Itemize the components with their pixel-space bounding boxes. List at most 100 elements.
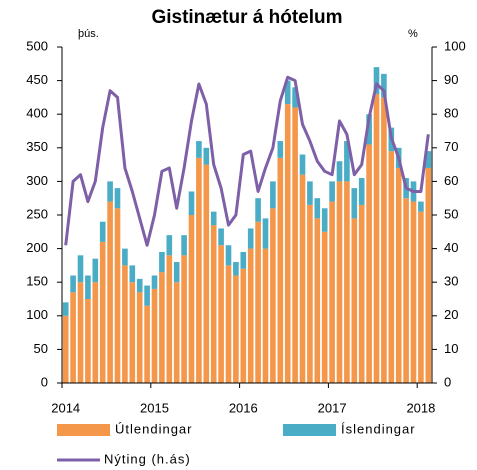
bar <box>395 167 402 383</box>
bar <box>255 198 261 222</box>
bar <box>292 87 298 108</box>
bar <box>196 141 202 158</box>
x-tick-label: 2017 <box>318 400 347 415</box>
y-tick-label: 0 <box>41 374 48 389</box>
y2-tick-label: 100 <box>444 38 466 53</box>
bar <box>151 275 158 289</box>
y-tick-label: 400 <box>26 106 48 121</box>
bar <box>70 275 76 293</box>
bar <box>270 181 276 209</box>
bar <box>247 228 254 249</box>
y-tick-label: 450 <box>26 72 48 87</box>
bar <box>173 282 180 383</box>
bar <box>173 262 180 283</box>
bar <box>136 292 143 383</box>
chart-title: Gistinætur á hótelum <box>151 7 342 28</box>
bar <box>107 181 113 202</box>
bar <box>366 114 372 145</box>
y2-axis-label: % <box>408 28 418 40</box>
bar <box>262 218 269 249</box>
bar <box>159 251 165 273</box>
bar <box>218 245 224 383</box>
bar <box>255 221 261 383</box>
bar <box>247 248 254 383</box>
bar <box>351 188 358 219</box>
bar <box>77 255 84 283</box>
bar <box>240 251 247 269</box>
bar <box>70 292 76 383</box>
y2-tick-label: 60 <box>444 173 458 188</box>
legend-label: Útlendingar <box>115 421 193 436</box>
bar <box>381 73 387 98</box>
bar <box>336 181 343 383</box>
bar <box>203 164 210 383</box>
bar <box>299 154 306 175</box>
bar <box>418 211 424 383</box>
x-tick-label: 2016 <box>229 400 258 415</box>
bar <box>410 201 417 383</box>
bar <box>373 94 380 383</box>
bar <box>136 278 143 293</box>
bar <box>62 315 69 383</box>
bar <box>418 201 424 212</box>
y-tick-label: 150 <box>26 274 48 289</box>
bar <box>85 299 91 383</box>
bar <box>233 275 239 383</box>
bar <box>403 198 409 383</box>
bar <box>373 67 380 95</box>
y-axis-label: þús. <box>78 28 99 40</box>
bar <box>99 221 106 242</box>
bar <box>166 235 173 256</box>
x-tick-label: 2015 <box>140 400 169 415</box>
bar <box>277 141 284 158</box>
y2-tick-label: 10 <box>444 341 458 356</box>
y2-tick-label: 70 <box>444 139 458 154</box>
y2-tick-label: 40 <box>444 240 458 255</box>
y2-tick-label: 90 <box>444 72 458 87</box>
y-tick-label: 200 <box>26 240 48 255</box>
legend-swatch <box>57 424 110 436</box>
bar <box>299 174 306 383</box>
bar <box>159 272 165 383</box>
bar <box>284 80 291 105</box>
bar <box>196 157 202 383</box>
bar <box>99 241 106 383</box>
bar <box>314 198 321 219</box>
bar <box>77 282 84 383</box>
bar <box>62 302 69 316</box>
bar <box>122 265 128 383</box>
x-tick-label: 2018 <box>406 400 435 415</box>
legend-label: Nýting (h.ás) <box>104 451 191 466</box>
bar <box>188 215 195 383</box>
bar <box>425 151 432 168</box>
bar <box>240 268 247 383</box>
bar <box>92 282 99 383</box>
bar <box>344 141 350 182</box>
bar <box>181 255 187 383</box>
bar <box>366 144 372 383</box>
y2-tick-label: 20 <box>444 307 458 322</box>
bar <box>388 151 395 383</box>
bar <box>307 181 313 205</box>
y-tick-label: 250 <box>26 206 48 221</box>
bar <box>144 305 150 383</box>
y2-tick-label: 80 <box>444 106 458 121</box>
bar <box>284 104 291 384</box>
bar <box>336 161 343 182</box>
bar <box>233 262 239 276</box>
line <box>64 75 430 247</box>
bar <box>151 288 158 383</box>
y-tick-label: 50 <box>34 341 48 356</box>
bar <box>129 265 136 283</box>
bar <box>85 275 91 299</box>
y-tick-label: 500 <box>26 38 48 53</box>
bar <box>114 188 121 209</box>
bar <box>351 218 358 383</box>
bar <box>144 285 150 306</box>
bar <box>181 235 187 256</box>
bar <box>292 107 298 383</box>
bar <box>262 248 269 383</box>
bar <box>92 258 99 283</box>
bar <box>122 248 128 266</box>
